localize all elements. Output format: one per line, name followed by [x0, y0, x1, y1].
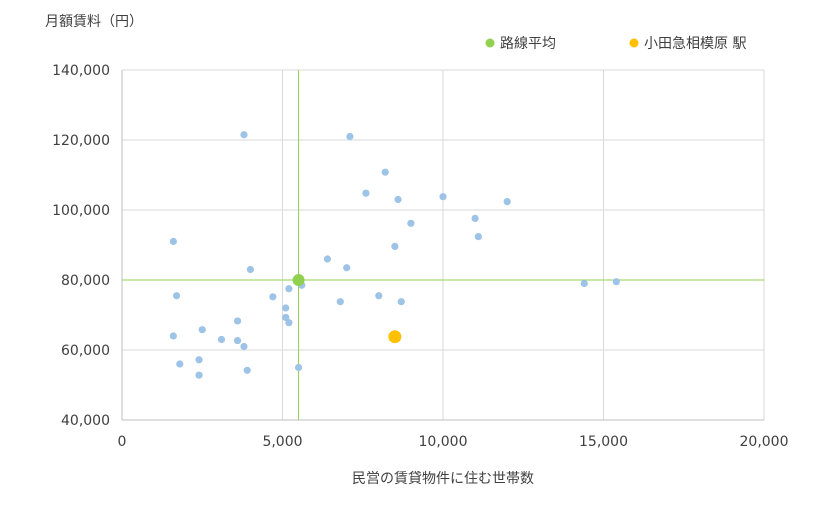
station-point [233, 336, 242, 345]
station-point [397, 298, 405, 306]
grid [122, 69, 765, 420]
station-point [240, 131, 248, 139]
y-axis-title: 月額賃料（円） [45, 14, 143, 30]
y-tick-label: 140,000 [52, 63, 110, 79]
station-point [240, 342, 248, 351]
station-point [195, 371, 203, 379]
axes [121, 70, 764, 421]
y-tick-label: 100,000 [52, 203, 110, 219]
station-point [612, 278, 620, 286]
station-point [375, 292, 383, 300]
highlight-point [388, 330, 402, 344]
station-point [285, 285, 293, 293]
x-tick-label: 20,000 [740, 434, 789, 450]
station-point [169, 237, 177, 246]
station-point [580, 279, 588, 288]
x-tick-label: 15,000 [579, 434, 628, 450]
y-tick-label: 60,000 [61, 343, 110, 359]
average-point [292, 274, 305, 286]
legend: 路線平均 小田急相模原 駅 [485, 36, 746, 52]
x-tick-label: 5,000 [262, 434, 302, 450]
station-point [362, 189, 370, 197]
station-point [391, 242, 399, 250]
station-point [474, 233, 482, 241]
station-point [381, 168, 389, 176]
station-point [246, 265, 254, 274]
station-point [176, 360, 184, 368]
station-point [233, 317, 242, 325]
station-point [172, 292, 181, 300]
station-point [471, 214, 479, 222]
legend-swatch-station [629, 38, 639, 48]
station-point [294, 363, 303, 372]
y-tick-label: 80,000 [61, 273, 110, 289]
station-point [346, 132, 354, 141]
station-point [282, 313, 290, 322]
x-tick-label: 0 [118, 434, 127, 450]
station-point [269, 293, 277, 301]
station-point [243, 366, 251, 374]
station-point [503, 198, 511, 206]
legend-swatch-average [485, 38, 495, 48]
legend-label-station: 小田急相模原 駅 [644, 36, 746, 52]
station-point [195, 356, 203, 364]
y-tick-label: 120,000 [52, 133, 110, 149]
x-tick-label: 10,000 [419, 434, 468, 450]
station-point [169, 332, 177, 340]
station-point [198, 326, 206, 334]
reference-lines [122, 70, 764, 420]
x-axis-title: 民営の賃貸物件に住む世帯数 [352, 471, 534, 487]
tick-labels: 40,000 60,000 80,000 100,000 120,000 140,000 0… [52, 63, 788, 450]
legend-label-average: 路線平均 [500, 36, 556, 52]
station-point [285, 319, 293, 327]
station-point [407, 219, 415, 227]
station-point [439, 193, 447, 201]
station-point [336, 298, 344, 306]
station-point [343, 264, 351, 272]
station-point [323, 255, 332, 263]
station-point [282, 304, 290, 312]
y-tick-label: 40,000 [61, 413, 110, 429]
data-points [169, 131, 620, 379]
station-point [217, 335, 226, 344]
station-point [394, 195, 402, 204]
